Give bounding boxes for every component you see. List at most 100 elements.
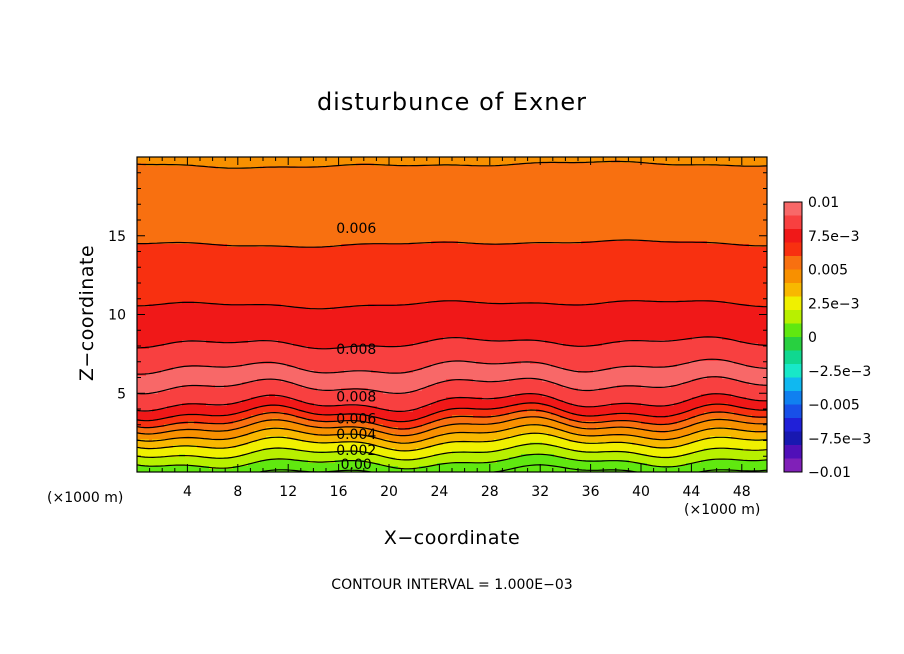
contour-cell (524, 163, 528, 167)
contour-cell (416, 196, 420, 200)
contour-cell (758, 211, 762, 215)
contour-cell (266, 208, 270, 212)
contour-cell (659, 178, 663, 182)
contour-cell (686, 205, 690, 209)
contour-cell (608, 226, 612, 230)
contour-cell (149, 166, 153, 170)
contour-cell (668, 196, 672, 200)
contour-cell (191, 202, 195, 206)
contour-cell (158, 172, 162, 176)
contour-cell (194, 169, 198, 173)
contour-cell (152, 157, 156, 161)
contour-cell (404, 193, 408, 197)
contour-cell (194, 160, 198, 164)
contour-cell (323, 193, 327, 197)
contour-cell (158, 190, 162, 194)
contour-cell (173, 181, 177, 185)
contour-cell (557, 226, 561, 230)
contour-cell (551, 169, 555, 173)
contour-cell (620, 199, 624, 203)
contour-cell (170, 190, 174, 194)
contour-cell (164, 202, 168, 206)
contour-cell (635, 178, 639, 182)
contour-cell (629, 166, 633, 170)
contour-cell (395, 199, 399, 203)
contour-cell (143, 211, 147, 215)
contour-cell (263, 214, 267, 218)
contour-cell (194, 181, 198, 185)
contour-cell (650, 220, 654, 224)
contour-cell (254, 172, 258, 176)
contour-cell (440, 184, 444, 188)
contour-cell (647, 223, 651, 227)
contour-cell (626, 187, 630, 191)
contour-cell (713, 187, 717, 191)
contour-cell (608, 220, 612, 224)
contour-cell (185, 223, 189, 227)
contour-cell (695, 217, 699, 221)
contour-cell (686, 202, 690, 206)
contour-cell (584, 163, 588, 167)
contour-cell (443, 196, 447, 200)
contour-cell (659, 199, 663, 203)
contour-cell (149, 175, 153, 179)
contour-cell (398, 169, 402, 173)
contour-cell (380, 226, 384, 230)
contour-cell (632, 178, 636, 182)
contour-cell (158, 211, 162, 215)
contour-cell (479, 196, 483, 200)
contour-cell (338, 217, 342, 221)
contour-cell (428, 169, 432, 173)
contour-cell (305, 199, 309, 203)
contour-cell (434, 208, 438, 212)
contour-cell (599, 190, 603, 194)
contour-cell (173, 223, 177, 227)
contour-cell (668, 217, 672, 221)
contour-cell (692, 199, 696, 203)
contour-cell (398, 211, 402, 215)
contour-cell (329, 184, 333, 188)
contour-cell (611, 199, 615, 203)
contour-cell (386, 208, 390, 212)
contour-cell (743, 163, 747, 167)
contour-cell (674, 169, 678, 173)
contour-cell (557, 166, 561, 170)
contour-cell (476, 160, 480, 164)
contour-cell (659, 211, 663, 215)
contour-cell (296, 190, 300, 194)
contour-cell (218, 175, 222, 179)
contour-cell (182, 181, 186, 185)
contour-cell (248, 199, 252, 203)
contour-cell (677, 160, 681, 164)
contour-cell (278, 205, 282, 209)
contour-cell (620, 205, 624, 209)
contour-cell (698, 166, 702, 170)
contour-cell (299, 208, 303, 212)
contour-cell (275, 193, 279, 197)
contour-cell (302, 163, 306, 167)
contour-cell (164, 214, 168, 218)
contour-cell (506, 226, 510, 230)
contour-cell (617, 187, 621, 191)
contour-cell (332, 193, 336, 197)
contour-cell (395, 223, 399, 227)
contour-cell (266, 184, 270, 188)
contour-cell (263, 205, 267, 209)
contour-cell (188, 169, 192, 173)
contour-cell (743, 157, 747, 161)
contour-cell (752, 175, 756, 179)
contour-cell (662, 202, 666, 206)
contour-cell (446, 190, 450, 194)
contour-cell (365, 172, 369, 176)
contour-cell (389, 223, 393, 227)
contour-cell (434, 193, 438, 197)
contour-cell (698, 157, 702, 161)
contour-cell (455, 166, 459, 170)
contour-cell (599, 166, 603, 170)
contour-cell (686, 181, 690, 185)
contour-cell (296, 193, 300, 197)
contour-cell (758, 223, 762, 227)
contour-cell (575, 211, 579, 215)
contour-cell (335, 223, 339, 227)
contour-cell (224, 184, 228, 188)
